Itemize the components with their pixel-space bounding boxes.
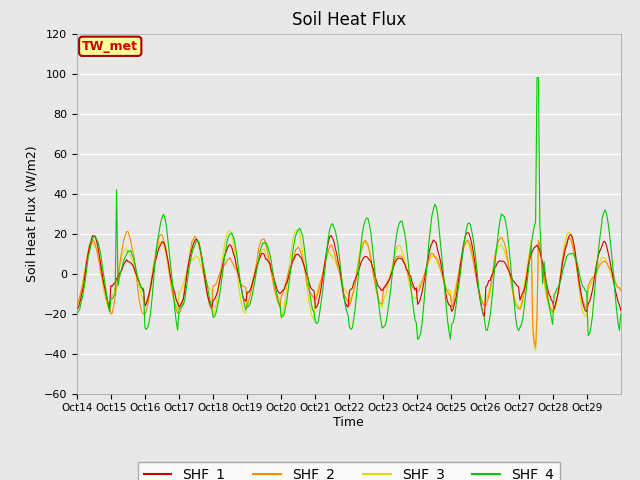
SHF_4 [92,233,99,239]
SHF_3 [293,227,301,232]
SHF_2 [545,299,552,305]
SHF_3 [73,304,81,310]
SHF_3 [532,347,540,353]
SHF_2 [124,228,132,234]
Line: SHF_2: SHF_2 [77,231,621,347]
SHF_2 [532,344,540,349]
SHF_3 [617,288,625,293]
SHF_4 [108,296,116,302]
SHF_1 [481,313,488,319]
X-axis label: Time: Time [333,416,364,429]
Title: Soil Heat Flux: Soil Heat Flux [292,11,406,29]
SHF_2 [616,285,623,290]
SHF_2 [73,301,81,307]
SHF_3 [92,244,99,250]
SHF_1 [73,306,81,312]
SHF_1 [92,234,99,240]
Line: SHF_1: SHF_1 [77,233,621,316]
SHF_2 [92,242,99,248]
SHF_3 [354,260,362,265]
SHF_1 [545,289,552,295]
Line: SHF_4: SHF_4 [77,78,621,339]
SHF_1 [461,236,468,242]
SHF_2 [617,288,625,294]
SHF_2 [354,263,362,268]
SHF_1 [617,308,625,313]
SHF_4 [414,336,422,342]
SHF_3 [616,285,623,290]
Text: TW_met: TW_met [82,40,138,53]
SHF_4 [462,228,470,234]
SHF_1 [463,230,471,236]
SHF_4 [617,312,625,317]
SHF_4 [545,298,552,303]
SHF_4 [533,75,541,81]
SHF_4 [73,311,81,316]
SHF_1 [108,283,116,289]
Y-axis label: Soil Heat Flux (W/m2): Soil Heat Flux (W/m2) [25,145,38,282]
SHF_4 [353,291,360,297]
SHF_3 [108,293,116,299]
SHF_2 [462,239,470,245]
SHF_1 [353,273,360,278]
Legend: SHF_1, SHF_2, SHF_3, SHF_4: SHF_1, SHF_2, SHF_3, SHF_4 [138,462,559,480]
Line: SHF_3: SHF_3 [77,229,621,350]
SHF_4 [616,327,623,333]
SHF_3 [462,240,470,246]
SHF_3 [545,302,552,308]
SHF_2 [108,310,116,316]
SHF_1 [616,302,623,308]
